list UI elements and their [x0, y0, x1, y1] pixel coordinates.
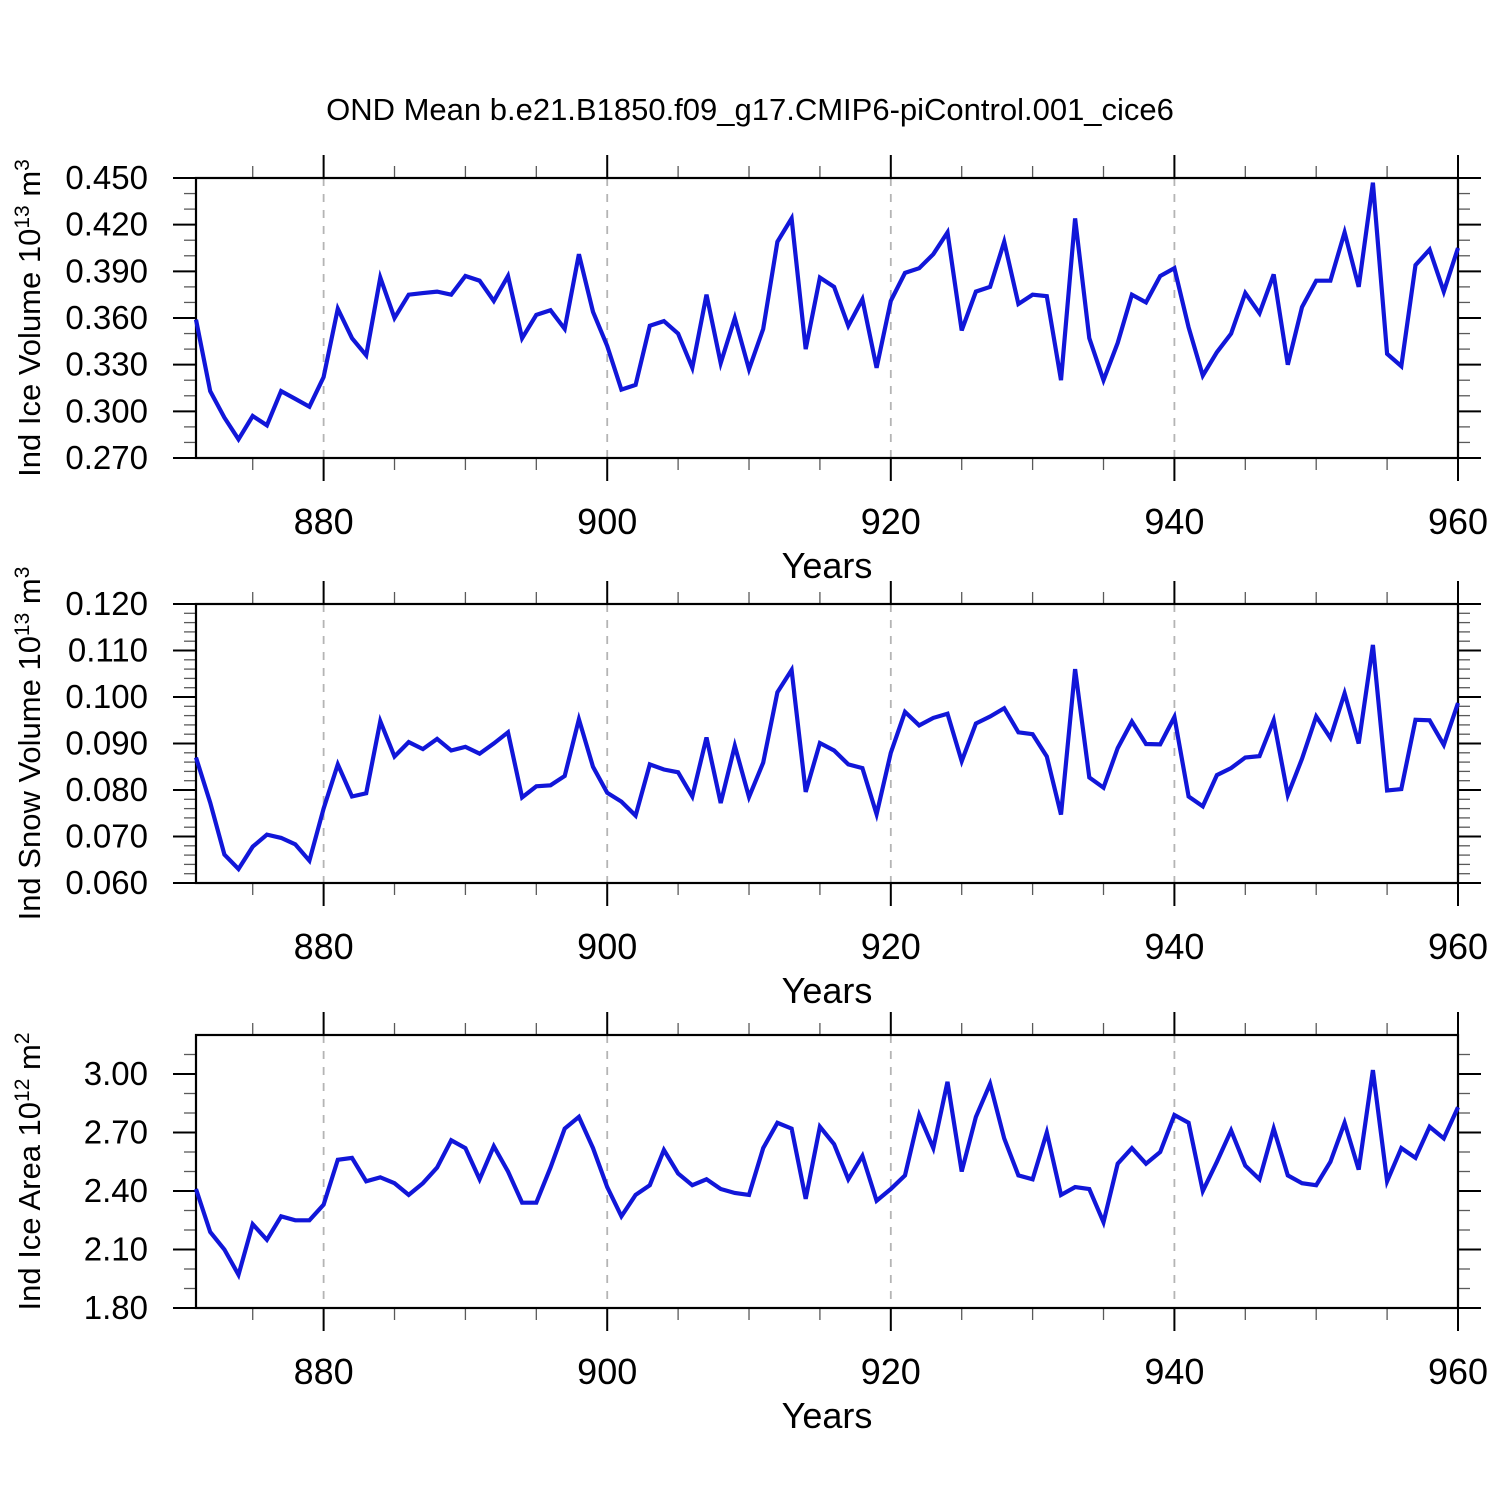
y-tick-label: 0.120 — [65, 585, 148, 622]
y-tick-label: 0.360 — [65, 299, 148, 336]
x-tick-label: 920 — [861, 926, 921, 967]
plot-frame — [194, 1033, 1460, 1310]
x-tick-label: 960 — [1428, 501, 1488, 542]
x-axis-title: Years — [782, 970, 873, 1011]
y-tick-label: 2.70 — [84, 1114, 148, 1151]
y-tick-label: 0.110 — [68, 632, 148, 669]
y-tick-label: 0.070 — [65, 818, 148, 855]
x-tick-label: 940 — [1144, 1351, 1204, 1392]
panel-ice-volume: 0.270 0.300 0.330 0.360 0.390 0.420 0.450 880 90… — [11, 155, 1488, 586]
x-tick-label: 900 — [577, 926, 637, 967]
x-tick-label: 880 — [294, 1351, 354, 1392]
y-tick-label: 2.10 — [84, 1231, 148, 1268]
x-tick-label: 940 — [1144, 926, 1204, 967]
y-axis-title: Ind Ice Volume 1013 m3 — [11, 159, 47, 477]
x-tick-label: 900 — [577, 1351, 637, 1392]
y-tick-label: 0.420 — [65, 206, 148, 243]
y-tick-label: 0.080 — [65, 771, 148, 808]
x-axis-title: Years — [782, 1395, 873, 1436]
x-tick-label: 920 — [861, 501, 921, 542]
panel-snow-volume: 0.060 0.070 0.080 0.090 0.100 0.110 0.120 880 90… — [11, 567, 1488, 1011]
x-tick-label: 940 — [1144, 501, 1204, 542]
y-tick-label: 1.80 — [84, 1289, 148, 1326]
chart-title: OND Mean b.e21.B1850.f09_g17.CMIP6-piCon… — [326, 92, 1174, 127]
y-tick-label: 0.330 — [65, 346, 148, 383]
x-axis-title: Years — [782, 545, 873, 586]
y-axis-title: Ind Snow Volume 1013 m3 — [11, 567, 47, 921]
y-tick-label: 2.40 — [84, 1172, 148, 1209]
x-tick-label: 900 — [577, 501, 637, 542]
x-tick-label: 880 — [294, 501, 354, 542]
y-tick-label: 0.390 — [65, 252, 148, 289]
x-tick-label: 880 — [294, 926, 354, 967]
plot-frame — [194, 602, 1460, 885]
series-line-ice-area — [194, 1069, 1460, 1281]
y-tick-label: 0.300 — [65, 392, 148, 429]
x-tick-label: 920 — [861, 1351, 921, 1392]
series-line-ice-volume — [193, 182, 1460, 444]
x-tick-label: 960 — [1428, 1351, 1488, 1392]
plot-frame — [194, 176, 1460, 460]
y-tick-label: 3.00 — [84, 1055, 148, 1092]
y-tick-label: 0.100 — [65, 678, 148, 715]
x-tick-label: 960 — [1428, 926, 1488, 967]
y-tick-label: 0.270 — [65, 439, 148, 476]
y-axis-title: Ind Ice Area 1012 m2 — [11, 1032, 47, 1310]
series-line-snow-volume — [193, 644, 1460, 873]
y-tick-label: 0.090 — [65, 725, 148, 762]
panel-ice-area: 1.80 2.10 2.40 2.70 3.00 880 900 920 940 960 Years… — [11, 1012, 1488, 1436]
y-tick-label: 0.060 — [65, 864, 148, 901]
y-tick-label: 0.450 — [65, 159, 148, 196]
